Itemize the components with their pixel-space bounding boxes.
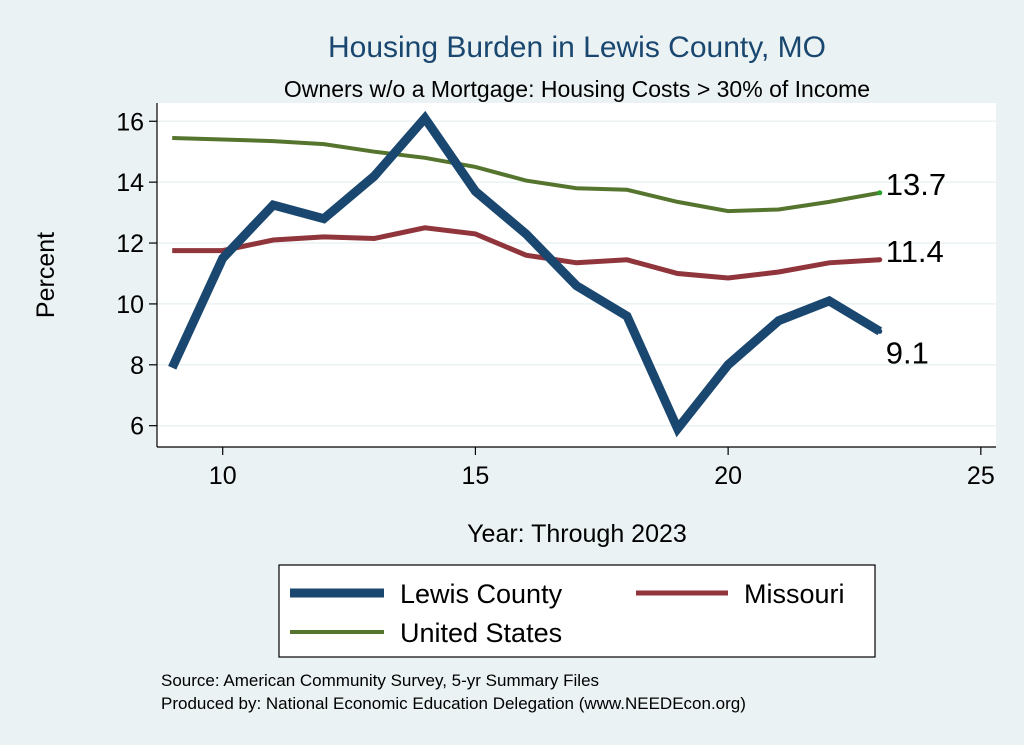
- end-point-missouri: [877, 257, 883, 263]
- series-line-lewis-county: [168, 110, 883, 438]
- y-tick-label-8: 8: [130, 352, 144, 380]
- x-tick-label-25: 25: [967, 462, 995, 490]
- legend-label-missouri: Missouri: [744, 579, 845, 609]
- plot-area: [157, 103, 996, 447]
- y-axis-title: Percent: [32, 232, 60, 318]
- y-tick-label-10: 10: [116, 291, 144, 319]
- end-label-lewis-county: 9.1: [886, 335, 929, 370]
- y-tick-label-16: 16: [116, 108, 144, 136]
- y-tick-label-6: 6: [130, 413, 144, 441]
- series-line-united-states: [172, 136, 881, 214]
- end-label-united-states: 13.7: [886, 167, 946, 202]
- x-tick-label-20: 20: [714, 462, 742, 490]
- y-tick-label-12: 12: [116, 230, 144, 258]
- x-tick-label-10: 10: [209, 462, 237, 490]
- producer-note: Produced by: National Economic Education…: [161, 694, 746, 713]
- legend-label-lewis-county: Lewis County: [400, 579, 563, 609]
- end-point-lewis-county: [877, 328, 883, 334]
- y-ticks: 6 8 10 12 14 16: [116, 108, 157, 441]
- legend: Lewis County Missouri United States: [278, 564, 876, 658]
- legend-label-united-states: United States: [400, 618, 562, 648]
- x-tick-label-15: 15: [462, 462, 490, 490]
- x-ticks: 10 15 20 25: [209, 447, 995, 490]
- end-point-united-states: [877, 190, 883, 196]
- series-line-missouri: [172, 225, 880, 281]
- end-labels: 9.1 11.4 13.7: [886, 167, 946, 371]
- series-lines: [168, 110, 883, 438]
- end-label-missouri: 11.4: [886, 234, 944, 269]
- chart-title: Housing Burden in Lewis County, MO: [328, 31, 826, 64]
- source-note: Source: American Community Survey, 5-yr …: [161, 671, 599, 690]
- gridlines: [157, 120, 996, 427]
- y-tick-label-14: 14: [116, 169, 144, 197]
- x-axis-title: Year: Through 2023: [467, 520, 687, 548]
- chart-subtitle: Owners w/o a Mortgage: Housing Costs > 3…: [284, 76, 870, 102]
- legend-box: [278, 564, 876, 658]
